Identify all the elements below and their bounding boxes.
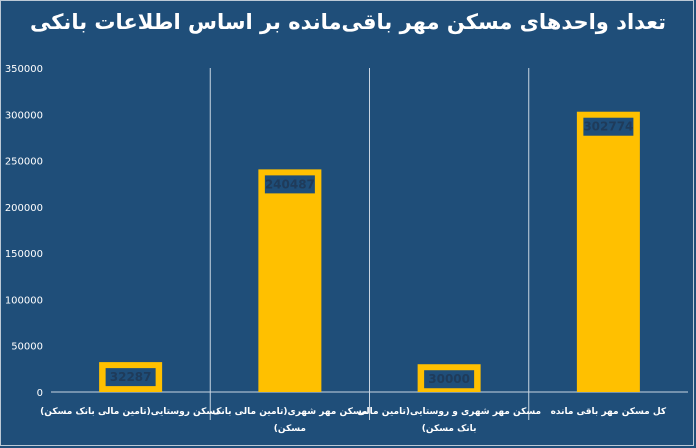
y-tick-label: 350000 (5, 64, 43, 75)
data-label-box (583, 117, 634, 136)
x-tick-label: مسکن روستایی(تامین مالی بانک مسکن) (40, 407, 221, 417)
x-tick-label: مسکن مهر شهری و روستایی(تامین مالی (357, 407, 541, 417)
chart-title: تعداد واحدهای مسکن مهر باقی‌مانده بر اسا… (29, 10, 667, 34)
bar (576, 111, 640, 393)
data-label-box (424, 370, 475, 389)
y-tick-label: 300000 (5, 110, 43, 121)
x-tick-label: کل مسکن مهر باقی مانده (551, 407, 667, 417)
x-tick-label: مسکن) (274, 424, 306, 434)
data-label-box (264, 175, 315, 194)
data-label-box (105, 368, 156, 387)
y-tick-label: 250000 (5, 157, 43, 168)
x-tick-label: مسکن مهر شهری(تامین مالی بانک (212, 407, 367, 417)
data-label: 302774 (583, 120, 633, 134)
y-tick-label: 50000 (11, 342, 43, 353)
y-tick-label: 150000 (5, 249, 43, 260)
data-label: 240487 (265, 177, 315, 191)
x-tick-label: بانک مسکن) (422, 424, 477, 434)
bar (258, 169, 322, 392)
data-label: 32287 (110, 370, 152, 384)
y-tick-label: 100000 (5, 295, 43, 306)
y-tick-label: 0 (37, 388, 43, 399)
y-tick-label: 200000 (5, 203, 43, 214)
data-label: 30000 (428, 372, 470, 386)
